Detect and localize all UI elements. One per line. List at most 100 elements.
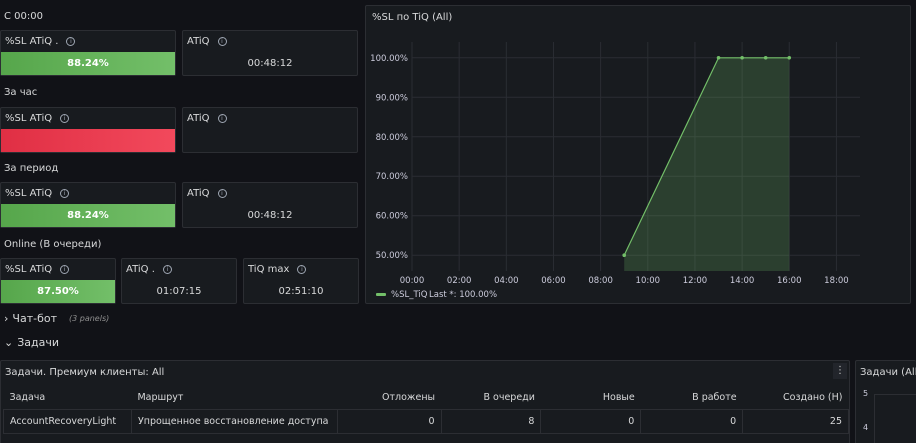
section-label: Задачи (17, 336, 60, 349)
x-tick-label: 02:00 (447, 276, 472, 286)
panel-title: Задачи. Премиум клиенты: All (5, 367, 165, 378)
panel-title: %SL ATiQ (5, 264, 53, 275)
column-header[interactable]: В очереди (483, 392, 535, 404)
stat-value: 88.24% (1, 52, 175, 75)
stat-panel-atiq-hour[interactable]: ATiQ i (182, 107, 358, 153)
y-tick-label: 80.00% (376, 133, 408, 143)
stat-value: 00:48:12 (247, 210, 293, 221)
info-icon[interactable]: i (217, 114, 227, 123)
x-tick-label: 16:00 (777, 276, 802, 286)
y-tick-label: 100.00% (370, 54, 408, 64)
y-tick-label: 70.00% (376, 172, 408, 182)
stat-panel-sl-online[interactable]: %SL ATiQ i 87.50% (0, 258, 116, 304)
data-point (787, 55, 792, 60)
info-icon[interactable]: i (162, 265, 172, 274)
table-cell: 0 (640, 408, 744, 434)
section-note: (3 panels) (69, 314, 110, 323)
table-cell: Упрощенное восстановление доступа (130, 408, 338, 434)
info-icon[interactable]: i (60, 265, 70, 274)
stat-value (183, 129, 357, 152)
x-tick-label: 18:00 (824, 276, 849, 286)
grid-line (874, 394, 916, 395)
stat-panel-sl-since-midnight[interactable]: %SL ATiQ . i 88.24% (0, 30, 176, 76)
x-tick-label: 04:00 (494, 276, 519, 286)
info-icon[interactable]: i (60, 114, 70, 123)
section-chatbot[interactable]: › Чат-бот (3 panels) (4, 312, 109, 325)
side-chart-panel-tasks[interactable]: Задачи (All) 5 4 (855, 360, 916, 443)
panel-title: %SL ATiQ . (5, 36, 59, 47)
stat-panel-sl-hour[interactable]: %SL ATiQ i (0, 107, 176, 153)
chart-panel-sl-tiq[interactable]: %SL по TiQ (All) 50.00% 60.00% 70.00% 80.00… (365, 5, 911, 304)
table-cell: 0 (540, 408, 642, 434)
info-icon[interactable]: i (60, 189, 70, 198)
stat-panel-tiq-max[interactable]: TiQ max i 02:51:10 (243, 258, 359, 304)
stat-value (1, 129, 175, 152)
panel-title: %SL ATiQ (5, 113, 53, 124)
x-tick-label: 12:00 (683, 276, 708, 286)
row-title-online: Online (В очереди) (4, 239, 102, 250)
chevron-down-icon: ⌄ (4, 336, 14, 349)
panel-title: Задачи (All) (860, 367, 916, 378)
panel-title: ATiQ (187, 188, 210, 199)
row-title-since-midnight: С 00:00 (4, 11, 43, 22)
x-tick-label: 08:00 (588, 276, 613, 286)
chevron-right-icon: › (4, 312, 9, 325)
legend-stat: Last *: 100.00% (429, 290, 497, 300)
row-title-hour: За час (4, 87, 38, 98)
stat-panel-atiq-period[interactable]: ATiQ i 00:48:12 (182, 182, 358, 228)
info-icon[interactable]: i (217, 189, 227, 198)
x-tick-label: 14:00 (730, 276, 755, 286)
panel-title: ATiQ (187, 36, 210, 47)
y-tick-label: 50.00% (376, 251, 408, 261)
column-header[interactable]: Создано (H) (783, 392, 843, 404)
legend-label: %SL_TiQ (391, 290, 428, 300)
stat-panel-sl-period[interactable]: %SL ATiQ i 88.24% (0, 182, 176, 228)
table-cell: 25 (742, 408, 849, 434)
stat-value: 00:48:12 (247, 58, 293, 69)
table-cell: AccountRecoveryLight (3, 408, 132, 434)
section-label: Чат-бот (12, 312, 57, 325)
data-point (740, 55, 744, 60)
stat-value: 87.50% (1, 280, 115, 303)
x-tick-label: 06:00 (541, 276, 566, 286)
column-header[interactable]: Задача (9, 392, 46, 404)
table-cell: 0 (336, 408, 442, 434)
stat-value: 01:07:15 (156, 286, 202, 297)
column-header[interactable]: Отложены (382, 392, 436, 404)
y-tick-label: 90.00% (376, 93, 408, 103)
y-tick-label: 60.00% (376, 212, 408, 222)
table-row[interactable]: AccountRecoveryLight Упрощенное восстано… (3, 408, 849, 434)
series-area (624, 57, 790, 271)
tasks-table: Задача Маршрут Отложены В очереди Новые … (3, 387, 849, 434)
panel-title: ATiQ (187, 113, 210, 124)
stat-value: 02:51:10 (278, 286, 324, 297)
info-icon[interactable]: i (217, 37, 227, 46)
data-point (622, 253, 627, 258)
panel-title: TiQ max (248, 264, 290, 275)
row-title-period: За период (4, 163, 59, 174)
data-point (716, 55, 721, 60)
panel-title: ATiQ . (126, 264, 155, 275)
panel-title: %SL ATiQ (5, 188, 53, 199)
column-header[interactable]: В работе (692, 392, 737, 404)
panel-menu-icon[interactable]: ⋮ (833, 363, 847, 379)
tasks-table-panel[interactable]: Задачи. Премиум клиенты: All ⋮ Задача Ма… (0, 360, 850, 443)
section-tasks[interactable]: ⌄ Задачи (4, 336, 59, 349)
column-header[interactable]: Маршрут (137, 392, 184, 404)
data-point (763, 55, 768, 60)
column-header[interactable]: Новые (602, 392, 635, 404)
stat-panel-atiq-since-midnight[interactable]: ATiQ i 00:48:12 (182, 30, 358, 76)
info-icon[interactable]: i (66, 37, 76, 46)
chart-svg: 50.00% 60.00% 70.00% 80.00% 90.00% 100.00% 00:… (370, 42, 860, 300)
grid-line (874, 394, 875, 443)
x-tick-label: 10:00 (636, 276, 661, 286)
chart-title: %SL по TiQ (All) (372, 12, 453, 23)
table-cell: 8 (440, 408, 542, 434)
stat-panel-atiq-online[interactable]: ATiQ . i 01:07:15 (121, 258, 237, 304)
side-y-tick: 5 (863, 389, 869, 398)
info-icon[interactable]: i (297, 265, 307, 274)
stat-value: 88.24% (1, 204, 175, 227)
x-tick-label: 00:00 (400, 276, 425, 286)
side-y-tick: 4 (863, 423, 869, 432)
legend-swatch (376, 293, 386, 296)
